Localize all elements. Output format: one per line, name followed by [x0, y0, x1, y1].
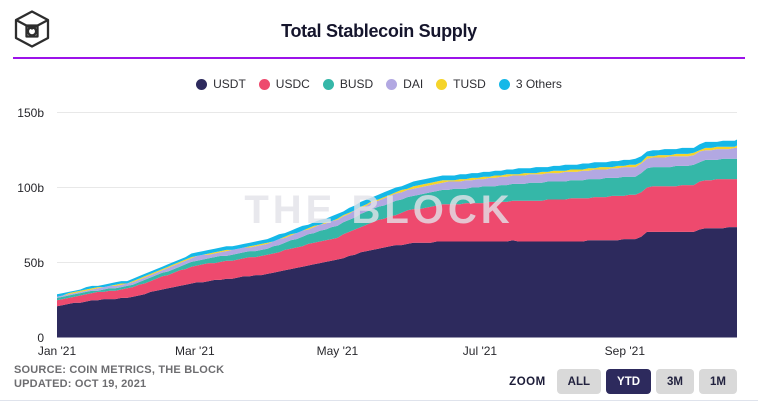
area-usdc[interactable] — [57, 179, 737, 307]
legend-marker-dai — [386, 78, 398, 90]
page-title: Total Stablecoin Supply — [281, 21, 477, 41]
the-block-cube-logo — [14, 10, 50, 48]
legend-marker-usdt — [196, 78, 208, 90]
x-tick-label: May '21 — [316, 344, 359, 358]
y-tick-label: 100b — [17, 180, 44, 195]
area-busd[interactable] — [57, 158, 737, 301]
legend-item-usdt[interactable]: USDT — [196, 77, 246, 91]
area-dai[interactable] — [57, 147, 737, 298]
legend-marker-usdc — [258, 78, 270, 90]
x-tick-label: Sep '21 — [604, 344, 645, 358]
legend-item-busd[interactable]: BUSD — [322, 77, 374, 91]
zoom-controls: ZOOM ALL YTD 3M 1M — [509, 369, 737, 394]
zoom-button-3m[interactable]: 3M — [656, 369, 695, 394]
zoom-button-all[interactable]: ALL — [556, 369, 602, 394]
area-usdt[interactable] — [57, 227, 737, 338]
legend-item-dai[interactable]: DAI — [386, 77, 423, 91]
source-line: SOURCE: COIN METRICS, THE BLOCK — [14, 364, 225, 376]
legend-item-tusd[interactable]: TUSD — [436, 77, 486, 91]
zoom-button-ytd[interactable]: YTD — [606, 369, 652, 394]
y-tick-label: 50b — [23, 255, 44, 270]
x-tick-label: Mar '21 — [175, 344, 215, 358]
legend-label: DAI — [403, 77, 424, 91]
y-tick-label: 150b — [17, 105, 44, 120]
legend-label: BUSD — [339, 77, 374, 91]
legend-label: 3 Others — [515, 77, 562, 91]
zoom-button-1m[interactable]: 1M — [699, 369, 737, 394]
updated-line: UPDATED: OCT 19, 2021 — [14, 377, 147, 390]
legend-label: USDT — [213, 77, 246, 91]
chart-legend: USDT USDC BUSD DAI TUSD 3 Others — [0, 77, 758, 91]
legend-item-usdc[interactable]: USDC — [258, 77, 310, 91]
legend-marker-3-others — [498, 78, 510, 90]
x-tick-label: Jul '21 — [462, 344, 498, 358]
x-tick-label: Jan '21 — [37, 344, 77, 358]
legend-label: TUSD — [453, 77, 486, 91]
legend-marker-tusd — [436, 78, 448, 90]
legend-label: USDC — [275, 77, 310, 91]
header-divider — [13, 57, 745, 59]
source-attribution: SOURCE: COIN METRICS, THE BLOCK UPDATED:… — [14, 364, 224, 391]
y-tick-label: 0 — [37, 330, 44, 345]
zoom-label: ZOOM — [509, 375, 546, 388]
legend-item-3-others[interactable]: 3 Others — [498, 77, 562, 91]
legend-marker-busd — [322, 78, 334, 90]
